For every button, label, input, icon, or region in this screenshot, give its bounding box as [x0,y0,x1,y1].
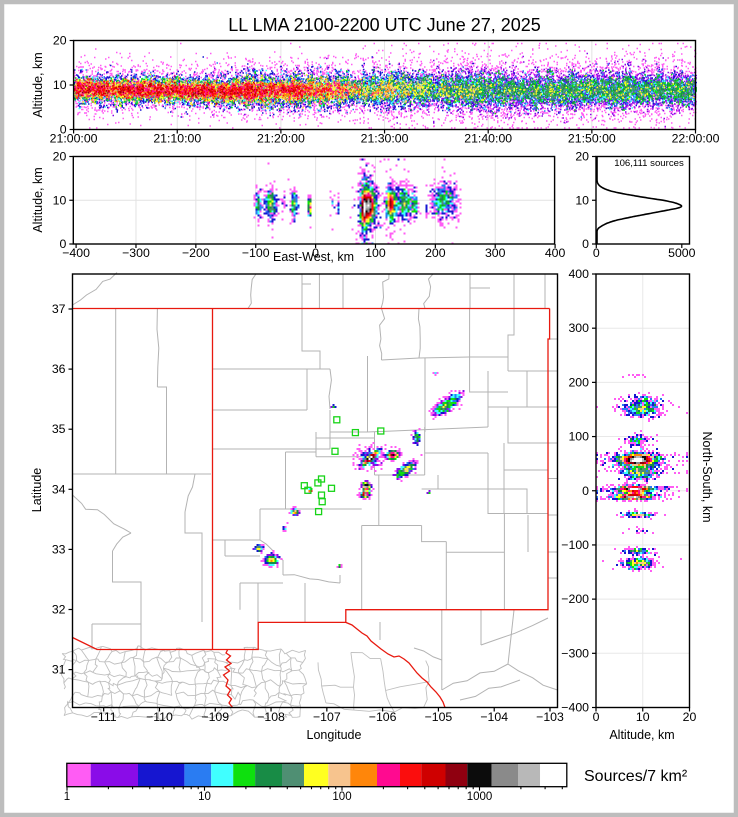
svg-text:Sources/7 km²: Sources/7 km² [584,768,688,785]
svg-text:10: 10 [53,193,67,207]
svg-text:35: 35 [52,422,66,436]
svg-text:−110: −110 [146,710,173,724]
svg-text:East-West, km: East-West, km [273,250,354,264]
svg-text:100: 100 [365,246,386,260]
svg-text:31: 31 [52,663,66,677]
svg-text:36: 36 [52,362,66,376]
svg-text:−300: −300 [122,246,150,260]
svg-text:21:00:00: 21:00:00 [50,132,98,146]
svg-text:20: 20 [683,710,697,724]
svg-text:−104: −104 [480,710,508,724]
svg-text:200: 200 [425,246,446,260]
svg-text:21:40:00: 21:40:00 [464,132,512,146]
svg-text:10: 10 [575,193,589,207]
svg-text:10: 10 [53,78,67,92]
svg-text:−400: −400 [62,246,90,260]
svg-text:−100: −100 [561,538,589,552]
svg-text:21:50:00: 21:50:00 [568,132,616,146]
svg-text:−111: −111 [91,710,117,724]
svg-text:37: 37 [52,302,66,316]
svg-text:20: 20 [53,34,67,48]
svg-text:Altitude, km: Altitude, km [31,52,45,117]
svg-text:300: 300 [485,246,506,260]
svg-text:1000: 1000 [467,791,493,803]
svg-text:20: 20 [53,150,67,164]
svg-text:22:00:00: 22:00:00 [672,132,720,146]
svg-text:32: 32 [52,603,66,617]
svg-text:34: 34 [52,482,66,496]
svg-text:−103: −103 [536,710,564,724]
svg-text:LL LMA 2100-2200 UTC June 27,: LL LMA 2100-2200 UTC June 27, 2025 [228,15,541,35]
svg-text:0: 0 [312,246,319,260]
svg-text:100: 100 [568,430,589,444]
svg-text:−200: −200 [561,592,589,606]
svg-text:106,111 sources: 106,111 sources [614,158,684,169]
svg-text:21:20:00: 21:20:00 [257,132,305,146]
svg-text:−108: −108 [257,710,285,724]
svg-text:0: 0 [60,123,67,137]
svg-text:200: 200 [568,375,589,389]
svg-text:−105: −105 [425,710,453,724]
svg-text:−300: −300 [561,646,589,660]
svg-text:21:10:00: 21:10:00 [153,132,201,146]
svg-text:20: 20 [575,150,589,164]
svg-text:Altitude, km: Altitude, km [31,167,45,232]
svg-text:−107: −107 [313,710,341,724]
svg-text:−106: −106 [369,710,397,724]
svg-text:−109: −109 [201,710,229,724]
svg-text:−200: −200 [182,246,210,260]
svg-text:Latitude: Latitude [30,468,44,513]
svg-text:−100: −100 [242,246,270,260]
svg-text:Longitude: Longitude [307,728,362,742]
svg-text:1: 1 [64,791,70,803]
svg-text:0: 0 [593,710,600,724]
svg-text:0: 0 [59,237,66,251]
svg-text:300: 300 [568,321,589,335]
svg-text:−400: −400 [561,701,589,715]
svg-text:0: 0 [582,484,589,498]
svg-text:0: 0 [593,246,600,260]
svg-text:21:30:00: 21:30:00 [361,132,409,146]
svg-text:10: 10 [198,791,211,803]
svg-text:Altitude, km: Altitude, km [609,728,674,742]
svg-text:0: 0 [582,237,589,251]
svg-text:10: 10 [636,710,650,724]
svg-text:5000: 5000 [668,246,696,260]
svg-text:33: 33 [52,542,66,556]
svg-text:North-South, km: North-South, km [700,431,714,522]
svg-text:400: 400 [545,246,566,260]
svg-text:400: 400 [568,267,589,281]
svg-text:100: 100 [332,791,351,803]
